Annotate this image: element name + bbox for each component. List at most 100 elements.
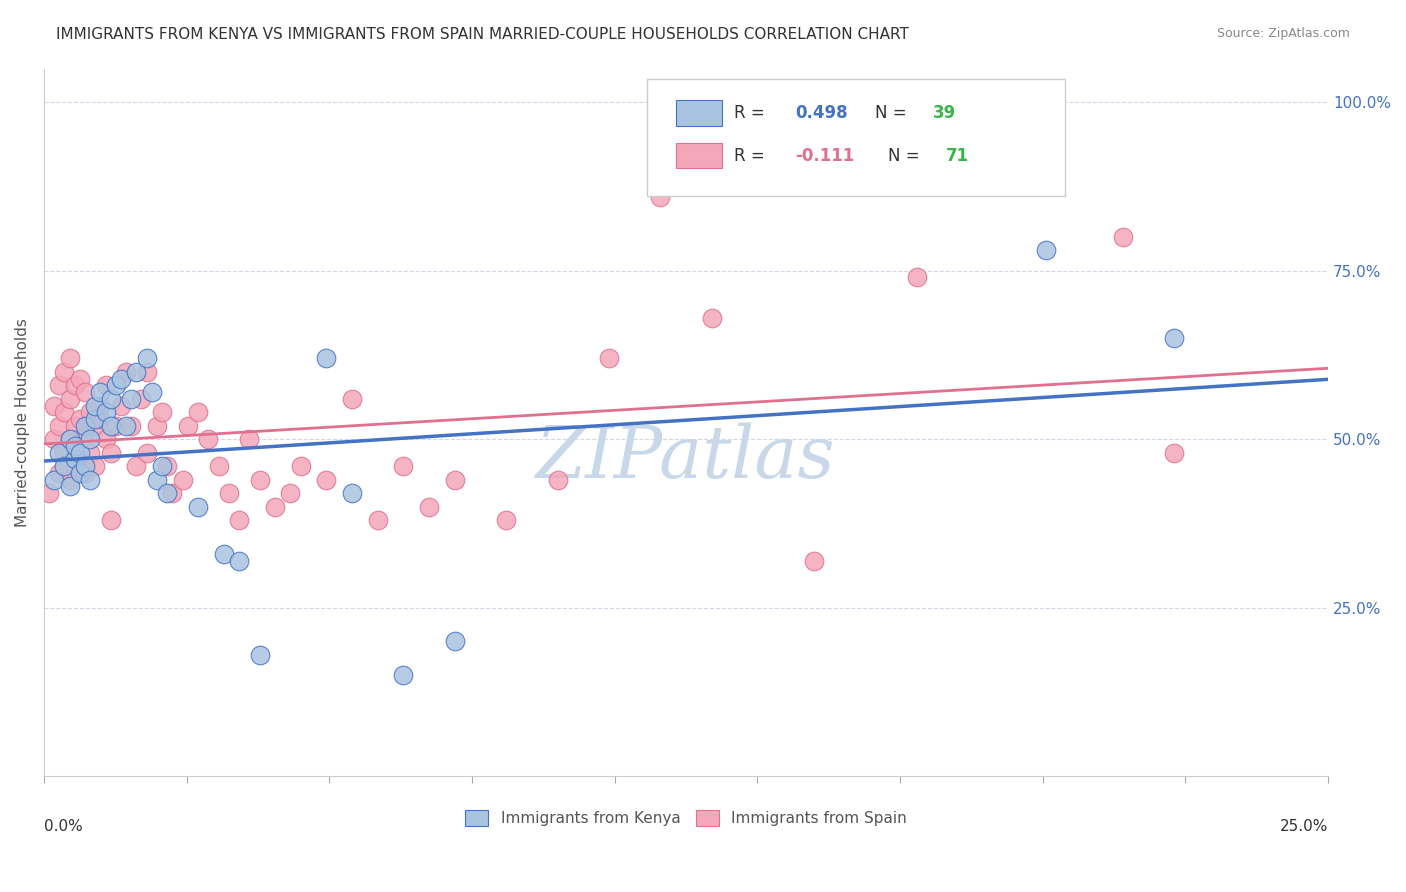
Text: Source: ZipAtlas.com: Source: ZipAtlas.com (1216, 27, 1350, 40)
Point (104, 378, 127, 392)
Point (44, 473, 66, 487)
FancyBboxPatch shape (676, 143, 721, 169)
Point (1035, 244, 1057, 258)
Point (392, 668, 415, 682)
Point (89, 399, 111, 413)
Point (315, 473, 337, 487)
Point (700, 310, 723, 325)
Point (905, 270, 928, 285)
Point (48, 418, 70, 433)
Point (58, 432, 80, 446)
Text: 0.0%: 0.0% (44, 819, 83, 834)
Point (89, 412, 111, 426)
Point (100, 392, 122, 406)
Point (58, 473, 80, 487)
Point (63, 459, 86, 474)
Point (38, 486, 60, 500)
Point (187, 500, 209, 514)
Point (94, 432, 117, 446)
Point (84, 412, 107, 426)
Point (115, 365, 138, 379)
Point (73, 384, 96, 399)
Point (249, 473, 271, 487)
Point (69, 466, 91, 480)
Point (131, 392, 153, 406)
Legend: Immigrants from Kenya, Immigrants from Spain: Immigrants from Kenya, Immigrants from S… (460, 804, 912, 832)
Point (110, 399, 132, 413)
Point (120, 392, 142, 406)
Text: 39: 39 (932, 104, 956, 122)
Point (1111, 230, 1133, 244)
Y-axis label: Married-couple Households: Married-couple Households (15, 318, 30, 527)
Point (120, 418, 142, 433)
Point (228, 553, 250, 567)
Point (340, 392, 363, 406)
Point (290, 459, 312, 474)
Point (89, 384, 111, 399)
Point (48, 445, 70, 459)
Point (53, 459, 76, 474)
Point (146, 418, 169, 433)
FancyBboxPatch shape (648, 79, 1064, 196)
Point (207, 459, 229, 474)
Point (44, 399, 66, 413)
Text: 0.498: 0.498 (796, 104, 848, 122)
Point (125, 459, 148, 474)
Point (264, 500, 287, 514)
Point (94, 405, 117, 419)
Text: R =: R = (734, 146, 769, 164)
Point (340, 486, 363, 500)
Point (150, 405, 173, 419)
Point (135, 445, 157, 459)
Point (172, 473, 194, 487)
Point (100, 418, 122, 433)
Point (84, 399, 107, 413)
Point (63, 439, 86, 453)
Point (110, 371, 132, 385)
Point (79, 405, 101, 419)
Point (218, 486, 240, 500)
Point (63, 452, 86, 467)
Point (58, 392, 80, 406)
Point (141, 384, 163, 399)
Point (177, 418, 200, 433)
Point (73, 418, 96, 433)
Point (162, 486, 184, 500)
Point (58, 479, 80, 493)
Point (187, 405, 209, 419)
Point (79, 473, 101, 487)
Point (803, 553, 825, 567)
Point (104, 418, 127, 433)
Point (156, 459, 179, 474)
Point (1163, 445, 1185, 459)
Text: 25.0%: 25.0% (1279, 819, 1329, 834)
Point (598, 351, 620, 366)
FancyBboxPatch shape (676, 101, 721, 126)
Point (73, 466, 96, 480)
Text: N =: N = (887, 146, 925, 164)
Point (315, 351, 337, 366)
Point (1163, 331, 1185, 345)
Point (135, 351, 157, 366)
Point (48, 466, 70, 480)
Text: ZIPatlas: ZIPatlas (536, 423, 835, 493)
Text: IMMIGRANTS FROM KENYA VS IMMIGRANTS FROM SPAIN MARRIED-COUPLE HOUSEHOLDS CORRELA: IMMIGRANTS FROM KENYA VS IMMIGRANTS FROM… (56, 27, 910, 42)
Point (444, 634, 467, 648)
Point (444, 473, 467, 487)
Point (135, 365, 157, 379)
Point (69, 412, 91, 426)
Point (69, 452, 91, 467)
Point (115, 418, 138, 433)
Point (650, 189, 672, 203)
Point (146, 473, 169, 487)
Point (79, 445, 101, 459)
Point (53, 445, 76, 459)
Point (125, 365, 148, 379)
Point (73, 425, 96, 440)
Point (367, 513, 389, 527)
Point (73, 459, 96, 474)
Point (418, 500, 440, 514)
Point (547, 473, 569, 487)
Point (392, 459, 415, 474)
Point (84, 418, 107, 433)
